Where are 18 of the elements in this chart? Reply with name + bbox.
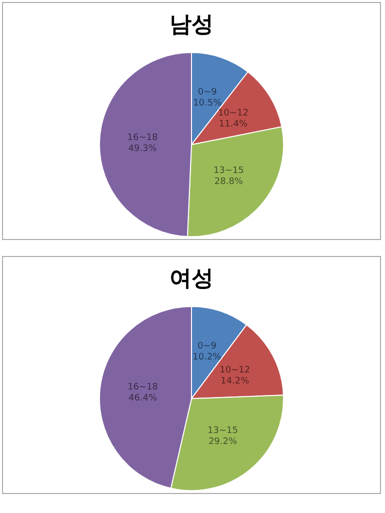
slice-label: 10~12 <box>218 108 248 118</box>
data-label: 10.2% <box>192 352 222 363</box>
data-label: 28.8% <box>214 177 244 188</box>
chart-title: 여성 <box>170 266 214 292</box>
slice-label: 16~18 <box>127 133 158 144</box>
data-label: 14.2% <box>220 376 250 386</box>
slice-label: 13~15 <box>208 426 238 436</box>
slice-label: 0~9 <box>197 342 217 352</box>
slice-label: 10~12 <box>220 365 250 376</box>
data-label: 10.5% <box>193 98 222 109</box>
slice-label: 0~9 <box>198 88 218 98</box>
chart-title: 남성 <box>170 12 214 38</box>
data-label: 29.2% <box>208 436 238 447</box>
data-label: 49.3% <box>128 144 158 154</box>
data-label: 11.4% <box>218 119 248 130</box>
slice-label: 13~15 <box>213 166 244 176</box>
slice-label: 16~18 <box>128 382 158 393</box>
data-label: 46.4% <box>128 394 158 404</box>
